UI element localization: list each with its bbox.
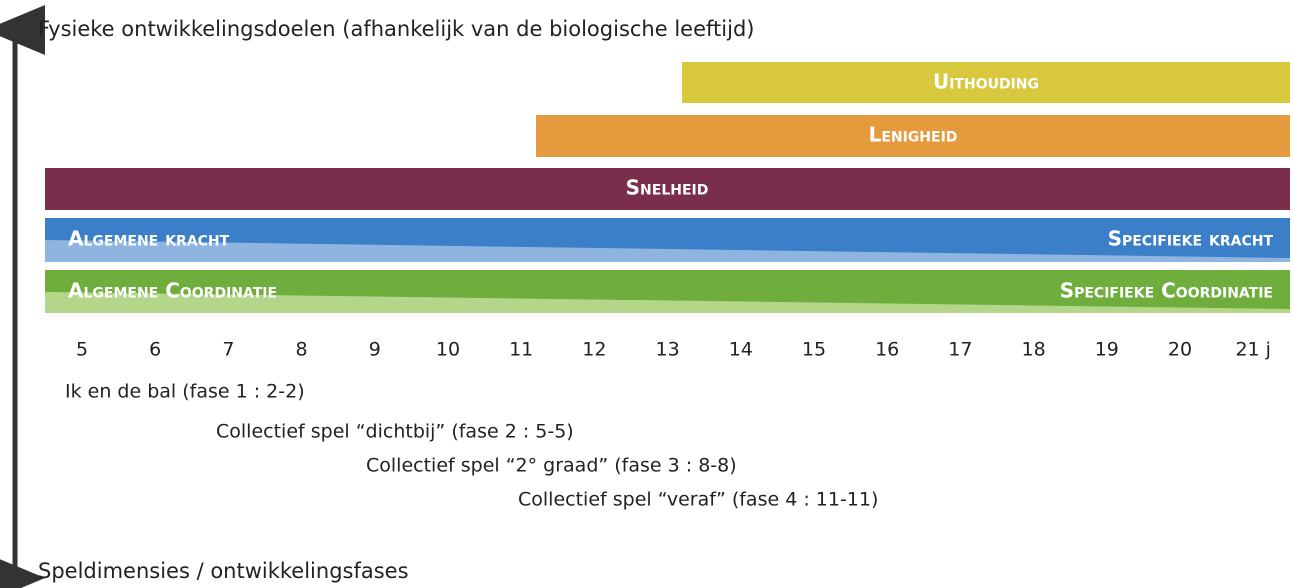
phase-label: Collectief spel “dichtbij” (fase 2 : 5-5… bbox=[216, 421, 574, 443]
bottom-label: Speldimensies / ontwikkelingsfases bbox=[38, 559, 409, 583]
phase-label: Collectief spel “veraf” (fase 4 : 11-11) bbox=[518, 489, 878, 511]
phase-label: Ik en de bal (fase 1 : 2-2) bbox=[65, 381, 305, 403]
bar-label: Algemene kracht bbox=[68, 227, 230, 251]
bar-shade bbox=[45, 240, 1290, 262]
age-label: 16 bbox=[875, 339, 899, 361]
age-label: 5 bbox=[76, 339, 88, 361]
age-label: 18 bbox=[1022, 339, 1046, 361]
age-label: 19 bbox=[1095, 339, 1119, 361]
age-label: 14 bbox=[729, 339, 753, 361]
age-label: 11 bbox=[509, 339, 533, 361]
bar-uithouding bbox=[682, 62, 1290, 103]
age-label: 6 bbox=[149, 339, 161, 361]
age-label: 8 bbox=[296, 339, 308, 361]
age-label: 12 bbox=[582, 339, 606, 361]
age-label: 21 j bbox=[1235, 339, 1271, 361]
age-label: 10 bbox=[436, 339, 460, 361]
bar-label: Specifieke kracht bbox=[1108, 227, 1274, 251]
age-label: 7 bbox=[222, 339, 234, 361]
age-label: 15 bbox=[802, 339, 826, 361]
age-label: 20 bbox=[1168, 339, 1192, 361]
bar-label: Uithouding bbox=[933, 70, 1039, 94]
top-label: Fysieke ontwikkelingsdoelen (afhankelijk… bbox=[38, 17, 754, 41]
age-label: 17 bbox=[948, 339, 972, 361]
bar-label: Specifieke Coordinatie bbox=[1060, 279, 1273, 303]
age-label: 9 bbox=[369, 339, 381, 361]
bar-label: Algemene Coordinatie bbox=[68, 279, 277, 303]
bar-lenigheid bbox=[536, 115, 1290, 157]
bar-snelheid bbox=[45, 168, 1290, 210]
bar-label: Snelheid bbox=[626, 176, 709, 200]
phase-label: Collectief spel “2° graad” (fase 3 : 8-8… bbox=[366, 455, 737, 477]
bar-label: Lenigheid bbox=[869, 123, 958, 147]
age-label: 13 bbox=[656, 339, 680, 361]
bar-shade bbox=[45, 292, 1290, 313]
